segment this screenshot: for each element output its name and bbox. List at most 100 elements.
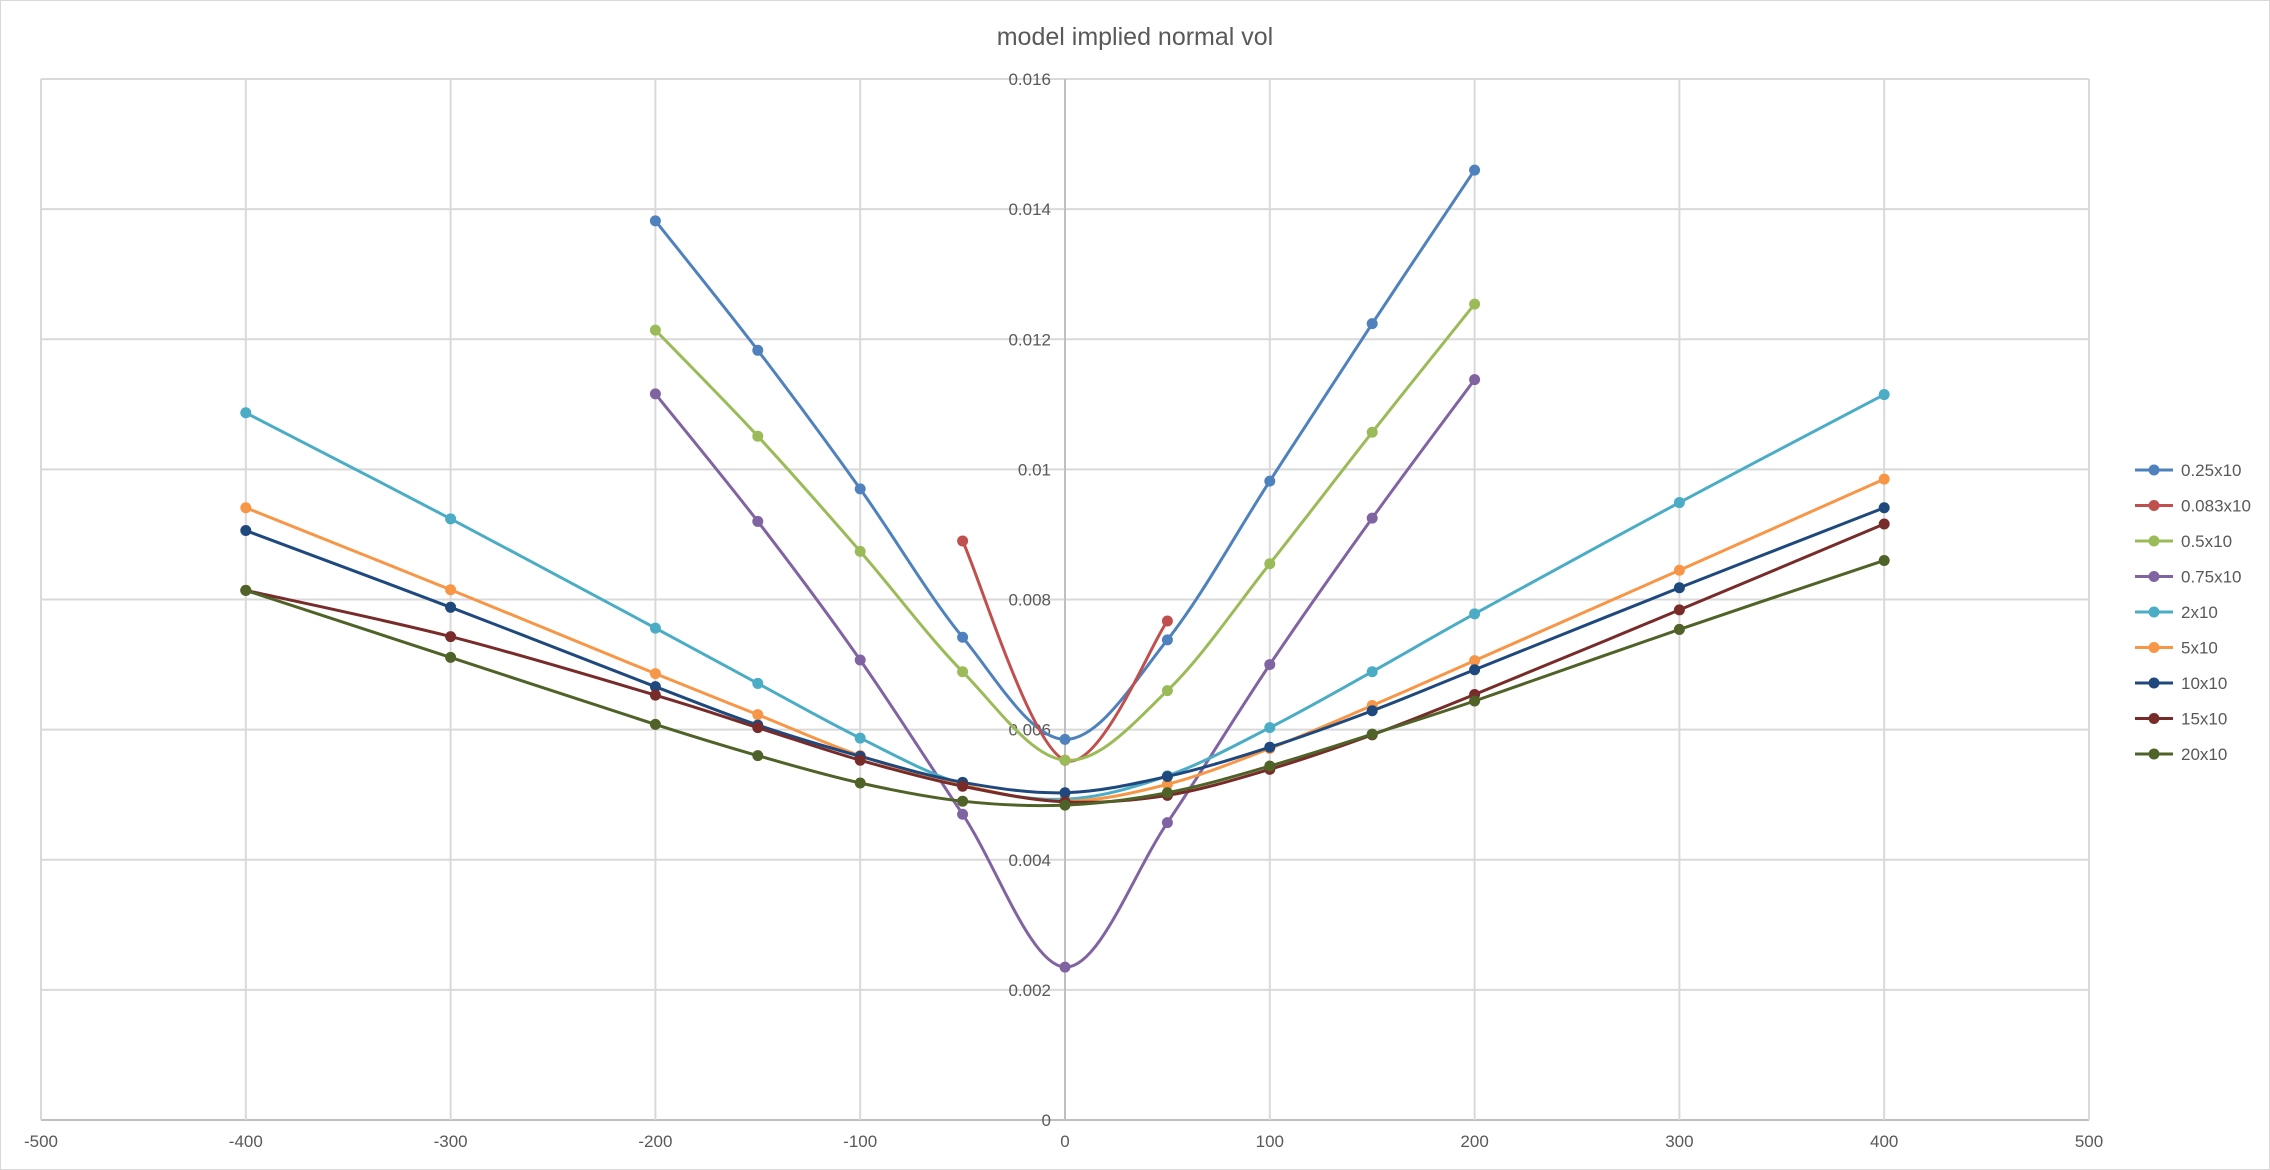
series-0.75x10: [649, 374, 1481, 973]
axes: 00.0020.0040.0060.0080.010.0120.0140.016…: [24, 70, 2103, 1151]
data-point: [649, 668, 661, 680]
data-point: [1673, 497, 1685, 509]
legend: 0.25x10 0.083x10 0.5x10 0.75x10 2x10 5x10 10x1…: [2135, 461, 2251, 764]
data-point: [1878, 554, 1890, 566]
x-tick-label: -100: [843, 1132, 877, 1151]
data-point: [1059, 754, 1071, 766]
data-point: [649, 718, 661, 730]
legend-label: 10x10: [2181, 674, 2227, 693]
data-point: [752, 344, 764, 356]
gridlines: [40, 78, 2090, 1121]
legend-item: 15x10: [2135, 710, 2227, 729]
data-point: [854, 483, 866, 495]
legend-item: 0.083x10: [2135, 497, 2251, 516]
series-group: [240, 164, 1890, 973]
legend-marker: [2148, 571, 2160, 582]
legend-marker: [2148, 748, 2160, 760]
data-point: [1264, 760, 1276, 772]
data-point: [1366, 705, 1378, 717]
x-tick-label: -400: [229, 1132, 263, 1151]
data-point: [957, 808, 969, 820]
data-point: [445, 584, 457, 596]
y-tick-label: 0.002: [1008, 981, 1051, 1000]
data-point: [1264, 741, 1276, 753]
data-point: [1059, 799, 1071, 811]
x-tick-label: 0: [1060, 1132, 1069, 1151]
x-tick-label: 400: [1870, 1132, 1898, 1151]
legend-item: 2x10: [2135, 603, 2218, 622]
legend-marker: [2148, 464, 2160, 476]
data-point: [1161, 685, 1173, 697]
data-point: [752, 722, 764, 734]
legend-item: 20x10: [2135, 745, 2227, 764]
legend-label: 2x10: [2181, 603, 2218, 622]
data-point: [1878, 389, 1890, 401]
x-tick-label: -500: [24, 1132, 58, 1151]
data-point: [1469, 695, 1481, 707]
x-tick-label: -300: [434, 1132, 468, 1151]
data-point: [240, 407, 252, 419]
data-point: [1161, 615, 1173, 627]
data-point: [1366, 512, 1378, 524]
data-point: [240, 525, 252, 537]
legend-label: 15x10: [2181, 710, 2227, 729]
x-tick-label: 200: [1460, 1132, 1488, 1151]
data-point: [1059, 733, 1071, 745]
data-point: [752, 430, 764, 442]
data-point: [752, 709, 764, 721]
series-0.5x10: [649, 298, 1481, 766]
data-point: [1366, 666, 1378, 678]
data-point: [854, 654, 866, 666]
x-tick-label: 300: [1665, 1132, 1693, 1151]
data-point: [445, 631, 457, 643]
data-point: [1469, 164, 1481, 176]
data-point: [240, 584, 252, 596]
legend-item: 0.75x10: [2135, 568, 2242, 587]
legend-label: 0.75x10: [2181, 568, 2242, 587]
data-point: [1161, 770, 1173, 782]
data-point: [1366, 318, 1378, 330]
series-20x10: [240, 554, 1890, 811]
data-point: [1264, 558, 1276, 570]
legend-item: 10x10: [2135, 674, 2227, 693]
legend-marker: [2148, 500, 2160, 511]
legend-marker: [2148, 642, 2160, 653]
data-point: [649, 215, 661, 227]
data-point: [1469, 608, 1481, 620]
data-point: [1469, 655, 1481, 667]
data-point: [1161, 778, 1173, 790]
data-point: [1366, 426, 1378, 438]
y-tick-label: 0.004: [1008, 851, 1051, 870]
data-point: [1264, 659, 1276, 671]
legend-marker: [2148, 677, 2160, 689]
data-point: [1059, 787, 1071, 799]
x-tick-label: 100: [1256, 1132, 1284, 1151]
data-point: [1469, 664, 1481, 676]
series-0.25x10: [649, 164, 1481, 745]
data-point: [854, 732, 866, 744]
data-point: [957, 795, 969, 807]
y-tick-label: 0.01: [1018, 460, 1051, 479]
data-point: [752, 515, 764, 527]
data-point: [1366, 728, 1378, 740]
data-point: [752, 677, 764, 689]
data-point: [1161, 817, 1173, 829]
data-point: [445, 513, 457, 525]
legend-label: 0.25x10: [2181, 461, 2242, 480]
data-point: [240, 502, 252, 514]
data-point: [957, 631, 969, 643]
data-point: [752, 750, 764, 762]
x-tick-label: 500: [2075, 1132, 2103, 1151]
legend-label: 0.083x10: [2181, 497, 2251, 516]
y-tick-label: 0.014: [1008, 200, 1051, 219]
data-point: [445, 651, 457, 663]
data-point: [649, 622, 661, 634]
y-tick-label: 0.008: [1008, 591, 1051, 610]
legend-item: 5x10: [2135, 639, 2218, 658]
data-point: [649, 689, 661, 701]
series-10x10: [240, 502, 1890, 799]
data-point: [649, 681, 661, 693]
data-point: [854, 545, 866, 557]
